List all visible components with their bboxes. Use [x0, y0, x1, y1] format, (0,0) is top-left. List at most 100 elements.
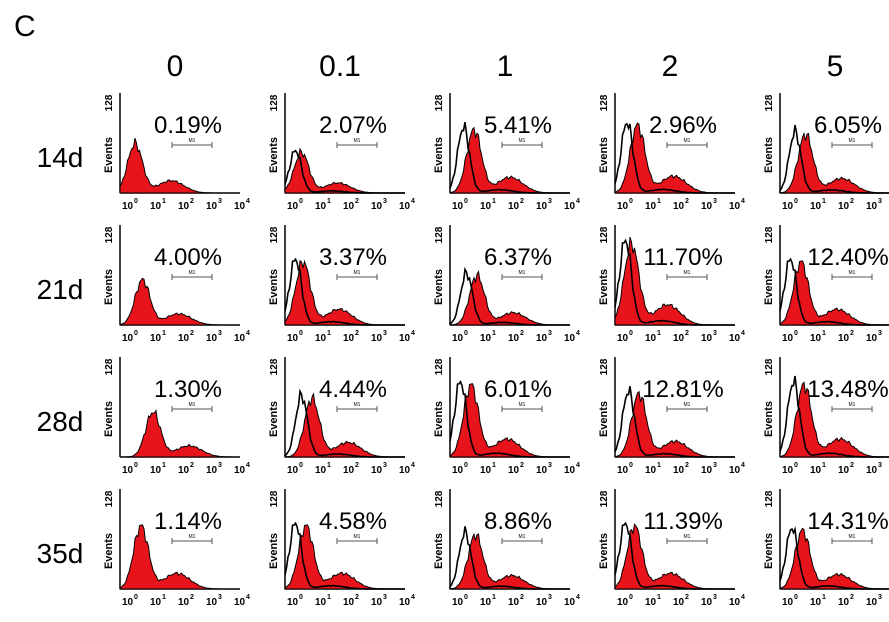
x-tick-exponent: 1 [492, 330, 496, 337]
y-axis-label: Events [268, 137, 280, 173]
x-tick-label: 10 [343, 201, 355, 212]
x-tick-label: 10 [508, 201, 520, 212]
gate-label: M1 [189, 534, 196, 540]
x-tick-label: 10 [810, 465, 822, 476]
y-axis-label: Events [763, 137, 775, 173]
x-tick-exponent: 2 [520, 462, 524, 469]
x-tick-label: 10 [810, 201, 822, 212]
x-tick-exponent: 3 [218, 198, 222, 205]
gate-label: M1 [684, 534, 691, 540]
x-tick-exponent: 1 [492, 198, 496, 205]
gate-label: M1 [189, 402, 196, 408]
x-tick-exponent: 0 [464, 330, 468, 337]
y-max-tick-label: 128 [599, 226, 610, 243]
y-max-tick-label: 128 [269, 358, 280, 375]
gate-label: M1 [519, 270, 526, 276]
x-tick-label: 10 [287, 333, 299, 344]
x-tick-exponent: 3 [548, 330, 552, 337]
x-tick-exponent: 4 [576, 594, 580, 601]
gate-label: M1 [519, 402, 526, 408]
x-tick-exponent: 4 [741, 594, 745, 601]
x-tick-label: 10 [838, 597, 850, 608]
x-tick-exponent: 1 [492, 462, 496, 469]
x-tick-exponent: 0 [629, 198, 633, 205]
x-tick-exponent: 0 [299, 594, 303, 601]
x-tick-exponent: 0 [299, 330, 303, 337]
histogram-red-filled [779, 132, 889, 194]
histogram-control-line [779, 124, 889, 194]
histogram-control-line [614, 122, 735, 194]
y-axis-label: Events [433, 533, 445, 569]
percentage-label: 3.37% [319, 244, 387, 271]
x-tick-exponent: 3 [383, 330, 387, 337]
x-tick-label: 10 [729, 465, 741, 476]
gate-label: M1 [519, 534, 526, 540]
x-tick-label: 10 [287, 465, 299, 476]
row-label: 14d [37, 142, 84, 173]
x-tick-label: 10 [617, 597, 629, 608]
x-tick-label: 10 [838, 333, 850, 344]
histogram-control-line [449, 266, 570, 326]
x-tick-exponent: 3 [548, 462, 552, 469]
x-tick-exponent: 0 [464, 594, 468, 601]
x-tick-exponent: 0 [629, 330, 633, 337]
x-tick-exponent: 0 [794, 330, 798, 337]
x-tick-exponent: 4 [741, 198, 745, 205]
x-tick-exponent: 0 [464, 462, 468, 469]
x-tick-exponent: 1 [822, 330, 826, 337]
y-axis-label: Events [598, 137, 610, 173]
histogram-control-line [449, 526, 570, 590]
percentage-label: 11.39% [643, 508, 723, 535]
histogram-control-line [449, 122, 570, 194]
x-tick-exponent: 1 [162, 594, 166, 601]
x-tick-label: 10 [866, 201, 878, 212]
x-tick-label: 10 [536, 201, 548, 212]
x-tick-label: 10 [729, 597, 741, 608]
gate-label: M1 [684, 270, 691, 276]
x-tick-exponent: 2 [850, 330, 854, 337]
x-tick-label: 10 [343, 333, 355, 344]
histogram-control-line [284, 149, 405, 194]
x-tick-label: 10 [122, 333, 134, 344]
x-tick-exponent: 0 [794, 198, 798, 205]
histogram-control-line [614, 386, 735, 458]
x-tick-exponent: 0 [134, 330, 138, 337]
x-tick-exponent: 2 [685, 462, 689, 469]
column-label: 5 [827, 50, 844, 83]
x-tick-exponent: 2 [850, 594, 854, 601]
x-tick-exponent: 1 [327, 462, 331, 469]
y-max-tick-label: 128 [104, 490, 115, 507]
x-tick-exponent: 2 [850, 198, 854, 205]
x-tick-exponent: 2 [355, 198, 359, 205]
x-tick-label: 10 [645, 465, 657, 476]
x-tick-label: 10 [399, 333, 411, 344]
x-tick-label: 10 [150, 333, 162, 344]
x-tick-label: 10 [150, 465, 162, 476]
x-tick-label: 10 [452, 465, 464, 476]
y-max-tick-label: 128 [434, 226, 445, 243]
x-tick-label: 10 [234, 333, 246, 344]
x-tick-exponent: 1 [822, 594, 826, 601]
y-axis-label: Events [268, 269, 280, 305]
x-tick-exponent: 1 [657, 198, 661, 205]
x-tick-label: 10 [315, 201, 327, 212]
x-tick-label: 10 [645, 201, 657, 212]
y-max-tick-label: 128 [764, 358, 775, 375]
x-tick-label: 10 [508, 465, 520, 476]
y-axis-label: Events [103, 533, 115, 569]
x-tick-exponent: 3 [878, 198, 882, 205]
x-tick-label: 10 [564, 465, 576, 476]
percentage-label: 12.40% [807, 244, 888, 271]
x-tick-exponent: 1 [657, 462, 661, 469]
x-tick-label: 10 [315, 465, 327, 476]
y-max-tick-label: 128 [104, 358, 115, 375]
x-tick-exponent: 4 [576, 198, 580, 205]
x-tick-exponent: 1 [327, 198, 331, 205]
x-tick-exponent: 0 [794, 462, 798, 469]
